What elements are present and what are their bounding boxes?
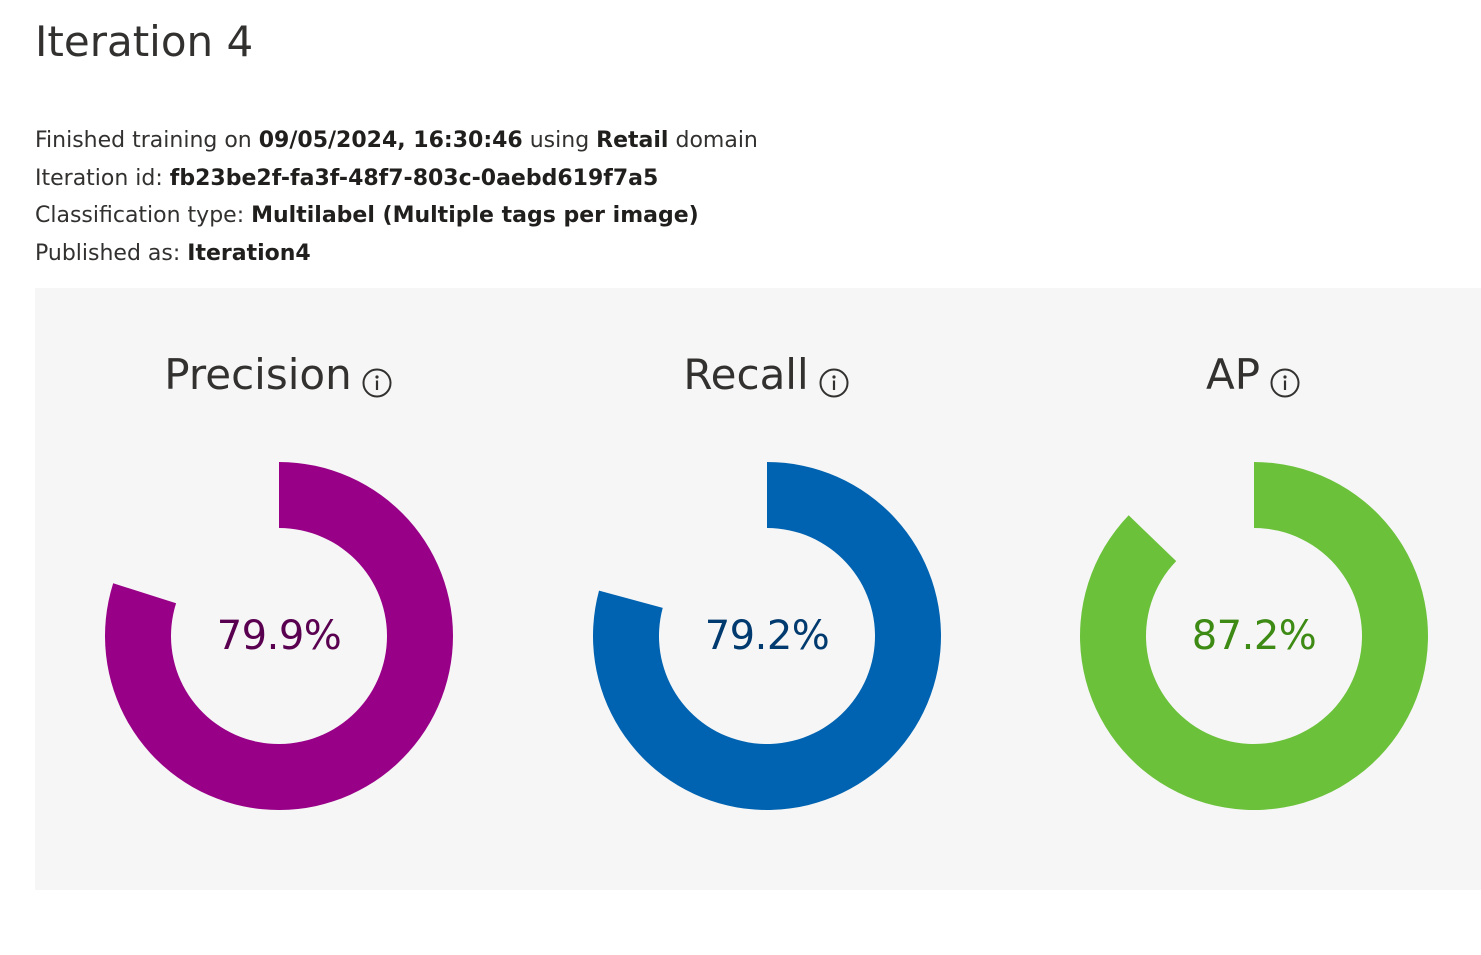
recall-metric: Recall 79.2% — [586, 288, 946, 890]
ap-donut — [1080, 462, 1428, 810]
domain-name: Retail — [596, 128, 669, 153]
info-icon[interactable] — [362, 368, 392, 398]
iteration-id-value: fb23be2f-fa3f-48f7-803c-0aebd619f7a5 — [169, 165, 659, 191]
page-title: Iteration 4 — [35, 17, 254, 66]
published-as-line: Published as: Iteration4 — [35, 235, 758, 273]
published-label: Published as: — [35, 240, 188, 266]
finished-datetime: 09/05/2024, 16:30:46 — [258, 128, 523, 153]
precision-title: Precision — [164, 350, 352, 399]
classification-type-line: Classification type: Multilabel (Multipl… — [35, 197, 758, 235]
classification-value: Multilabel (Multiple tags per image) — [251, 203, 699, 228]
ap-metric: AP 87.2% — [1073, 288, 1433, 890]
recall-donut-arc — [593, 462, 941, 810]
iteration-id-line: Iteration id: fb23be2f-fa3f-48f7-803c-0a… — [35, 160, 758, 198]
precision-metric: Precision 79.9% — [98, 288, 458, 890]
info-icon[interactable] — [819, 368, 849, 398]
finished-prefix: Finished training on — [35, 128, 259, 153]
iteration-id-label: Iteration id: — [35, 165, 170, 191]
recall-header: Recall — [586, 344, 946, 400]
ap-header: AP — [1073, 344, 1433, 400]
metrics-panel: Precision 79.9% Recall 79.2% AP — [35, 288, 1481, 890]
recall-title: Recall — [683, 350, 809, 399]
iteration-details: Finished training on 09/05/2024, 16:30:4… — [35, 122, 758, 272]
recall-donut — [593, 462, 941, 810]
precision-header: Precision — [98, 344, 458, 400]
classification-label: Classification type: — [35, 203, 252, 228]
finished-middle: using — [522, 128, 597, 153]
finished-suffix: domain — [668, 128, 758, 153]
ap-title: AP — [1205, 350, 1261, 399]
training-finished-line: Finished training on 09/05/2024, 16:30:4… — [35, 122, 758, 160]
info-icon[interactable] — [1270, 368, 1300, 398]
published-value: Iteration4 — [187, 240, 311, 266]
ap-donut-arc — [1080, 462, 1428, 810]
precision-donut-arc — [105, 462, 453, 810]
precision-donut — [105, 462, 453, 810]
